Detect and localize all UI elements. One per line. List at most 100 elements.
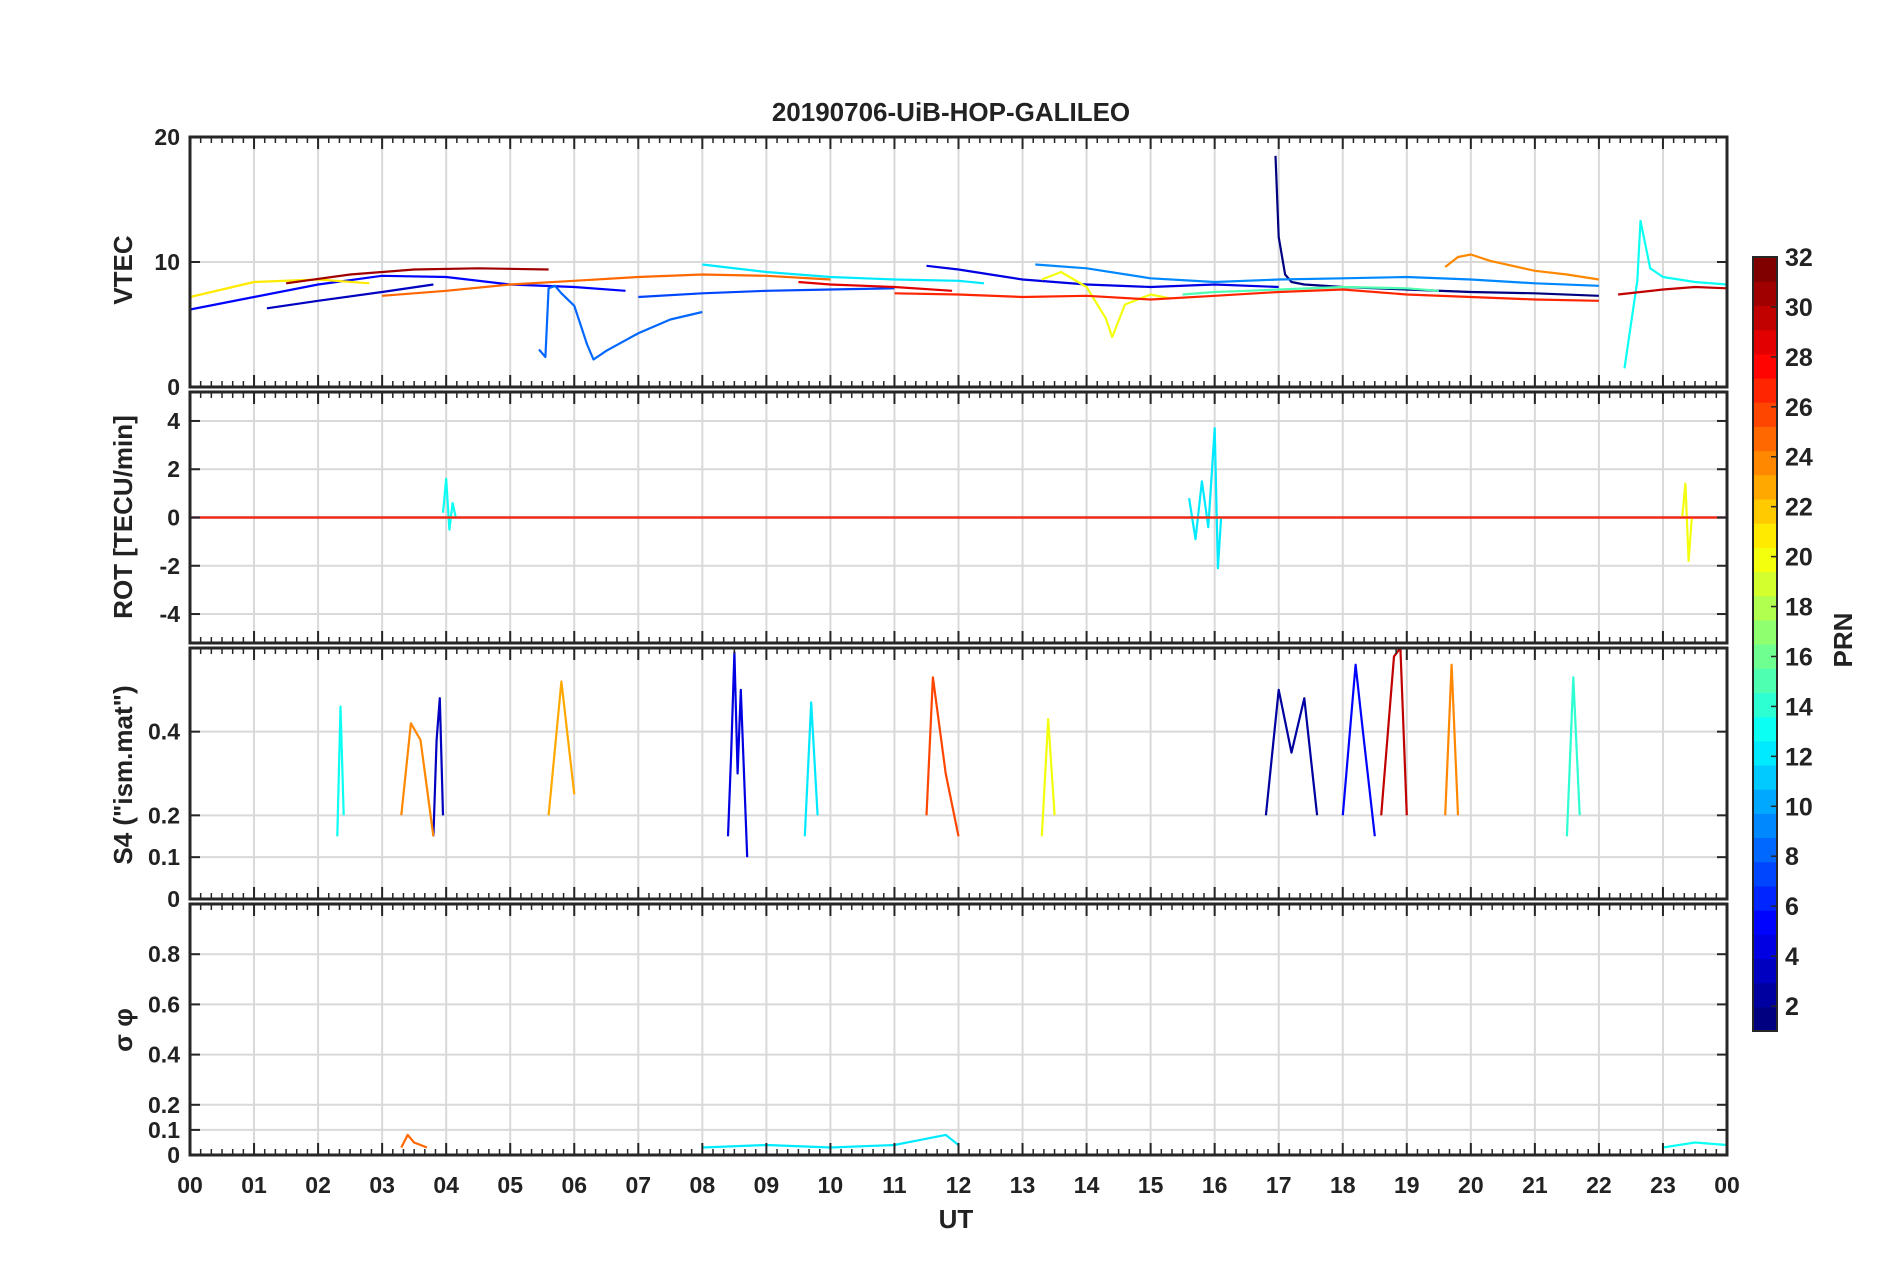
colorbar-tick-label-7: 16 xyxy=(1785,643,1813,671)
s4-ytick-label-2: 0.2 xyxy=(148,802,180,828)
vtec-ytick-label-2: 20 xyxy=(154,124,180,150)
rot-series-group xyxy=(190,427,1727,570)
s4-series-prn-2 xyxy=(1264,688,1319,816)
vtec-series-prn-4 xyxy=(926,264,1279,289)
vtec-series-prn-24 xyxy=(1444,253,1600,281)
panel-s4: 0 0.1 0.2 0.4 S4 ("ism.mat") xyxy=(108,646,1729,912)
x-tick-label-5: 05 xyxy=(497,1172,523,1198)
s4-ytick-label-3: 0.4 xyxy=(148,719,180,745)
rot-frame xyxy=(188,390,1729,645)
colorbar-tick-label-6: 14 xyxy=(1785,693,1813,721)
s4-series-prn-30 xyxy=(1380,648,1408,816)
vtec-series-prn-8 xyxy=(538,284,703,361)
colorbar-swatch-8 xyxy=(1753,837,1777,863)
x-tick-label-18: 18 xyxy=(1330,1172,1356,1198)
x-tick-label-4: 04 xyxy=(433,1172,459,1198)
x-tick-label-7: 07 xyxy=(625,1172,651,1198)
x-tick-label-20: 20 xyxy=(1458,1172,1484,1198)
s4-series-prn-26 xyxy=(925,676,960,837)
s4-frame xyxy=(188,646,1729,901)
colorbar-swatch-3 xyxy=(1753,958,1777,984)
colorbar-tick-label-14: 30 xyxy=(1785,294,1813,322)
vtec-series-prn-21 xyxy=(190,278,370,299)
colorbar-swatch-23 xyxy=(1753,474,1777,500)
vtec-series-prn-30 xyxy=(1617,285,1727,296)
vtec-series-prn-13 xyxy=(1623,219,1727,369)
s4-series-prn-3 xyxy=(432,697,445,837)
colorbar-swatch-1 xyxy=(1753,1006,1777,1032)
sigma_phi-ytick-label-5: 0.8 xyxy=(148,941,180,967)
vtec-series-prn-12 xyxy=(702,263,985,285)
s4-series-prn-23 xyxy=(547,680,576,816)
vtec-series-prn-25 xyxy=(382,273,831,297)
sigma_phi-ytick-label-1: 0.1 xyxy=(148,1117,180,1143)
x-tick-label-11: 11 xyxy=(882,1172,907,1198)
colorbar-tick-label-8: 18 xyxy=(1785,594,1813,622)
colorbar-swatch-10 xyxy=(1753,789,1777,814)
x-tick-label-14: 14 xyxy=(1074,1172,1100,1198)
vtec-series-prn-9 xyxy=(1035,263,1599,287)
sigma_phi-series-prn-13 xyxy=(1662,1141,1727,1149)
colorbar-swatch-25 xyxy=(1753,426,1777,452)
colorbar-tick-label-5: 12 xyxy=(1785,743,1813,771)
colorbar-swatch-22 xyxy=(1753,498,1777,524)
x-tick-labels: 00 01 02 03 04 05 06 07 08 09 10 11 12 13 14 15 16 17 18 19… xyxy=(177,1172,1740,1198)
colorbar-frame xyxy=(1752,256,1778,1032)
vtec-series-prn-15 xyxy=(1182,285,1439,296)
colorbar-tick-label-4: 10 xyxy=(1785,793,1813,821)
colorbar-swatch-11 xyxy=(1753,764,1777,790)
colorbar-label: PRN xyxy=(1828,613,1858,668)
rot-series-prn-13 xyxy=(441,477,457,531)
colorbar-swatch-18 xyxy=(1753,595,1777,621)
x-tick-label-23: 23 xyxy=(1650,1172,1676,1198)
colorbar-swatch-32 xyxy=(1753,257,1777,282)
x-tick-label-12: 12 xyxy=(946,1172,972,1198)
panel-rot: -4 -2 0 2 4 ROT [TECU/min] xyxy=(108,390,1729,645)
vtec-series-group xyxy=(190,155,1727,369)
s4-series-prn-4 xyxy=(726,651,749,858)
vtec-series-prn-29 xyxy=(798,280,953,292)
vtec-y-label: VTEC xyxy=(108,235,138,305)
vtec-series-prn-31 xyxy=(285,267,549,285)
vtec-series-prn-27 xyxy=(894,288,1599,302)
vtec-series-prn-5 xyxy=(190,274,626,311)
colorbar-tick-label-12: 26 xyxy=(1785,394,1813,422)
x-tick-label-21: 21 xyxy=(1522,1172,1548,1198)
vtec-frame xyxy=(188,135,1729,389)
colorbar-swatch-28 xyxy=(1753,353,1777,379)
colorbar-swatch-15 xyxy=(1753,668,1777,693)
rot-ytick-label-4: 4 xyxy=(167,408,180,434)
colorbar-swatch-13 xyxy=(1753,716,1777,742)
rot-series-prn-12 xyxy=(1188,427,1223,570)
colorbar-swatch-2 xyxy=(1753,982,1777,1008)
sigma_phi-frame xyxy=(188,902,1729,1157)
x-tick-label-16: 16 xyxy=(1202,1172,1228,1198)
colorbar-swatch-31 xyxy=(1753,281,1777,306)
x-tick-label-1: 01 xyxy=(241,1172,267,1198)
x-axis-label: UT xyxy=(939,1204,974,1234)
colorbar-swatch-9 xyxy=(1753,813,1777,839)
s4-series-prn-24 xyxy=(400,722,435,837)
s4-series-prn-13 xyxy=(336,705,345,837)
colorbar-swatch-17 xyxy=(1753,619,1777,645)
colorbar-tick-label-1: 4 xyxy=(1785,943,1799,971)
colorbar-swatch-19 xyxy=(1753,571,1777,597)
s4-series-prn-12 xyxy=(803,701,819,837)
colorbar-tick-label-10: 22 xyxy=(1785,494,1813,522)
sigma_phi-ytick-label-3: 0.4 xyxy=(148,1042,180,1068)
sigma_phi-ytick-label-2: 0.2 xyxy=(148,1092,180,1118)
chart-title: 20190706-UiB-HOP-GALILEO xyxy=(772,97,1130,127)
vtec-ytick-label-1: 10 xyxy=(154,249,180,275)
colorbar-swatch-26 xyxy=(1753,402,1777,427)
s4-y-label: S4 ("ism.mat") xyxy=(108,685,138,864)
rot-ytick-label-0: -4 xyxy=(160,601,181,627)
colorbar-tick-label-2: 6 xyxy=(1785,893,1799,921)
x-tick-label-15: 15 xyxy=(1138,1172,1164,1198)
vtec-series-prn-7 xyxy=(638,287,895,299)
s4-series-prn-5 xyxy=(1341,663,1376,837)
vtec-series-prn-3 xyxy=(266,283,434,310)
colorbar-tick-label-15: 32 xyxy=(1785,244,1813,272)
